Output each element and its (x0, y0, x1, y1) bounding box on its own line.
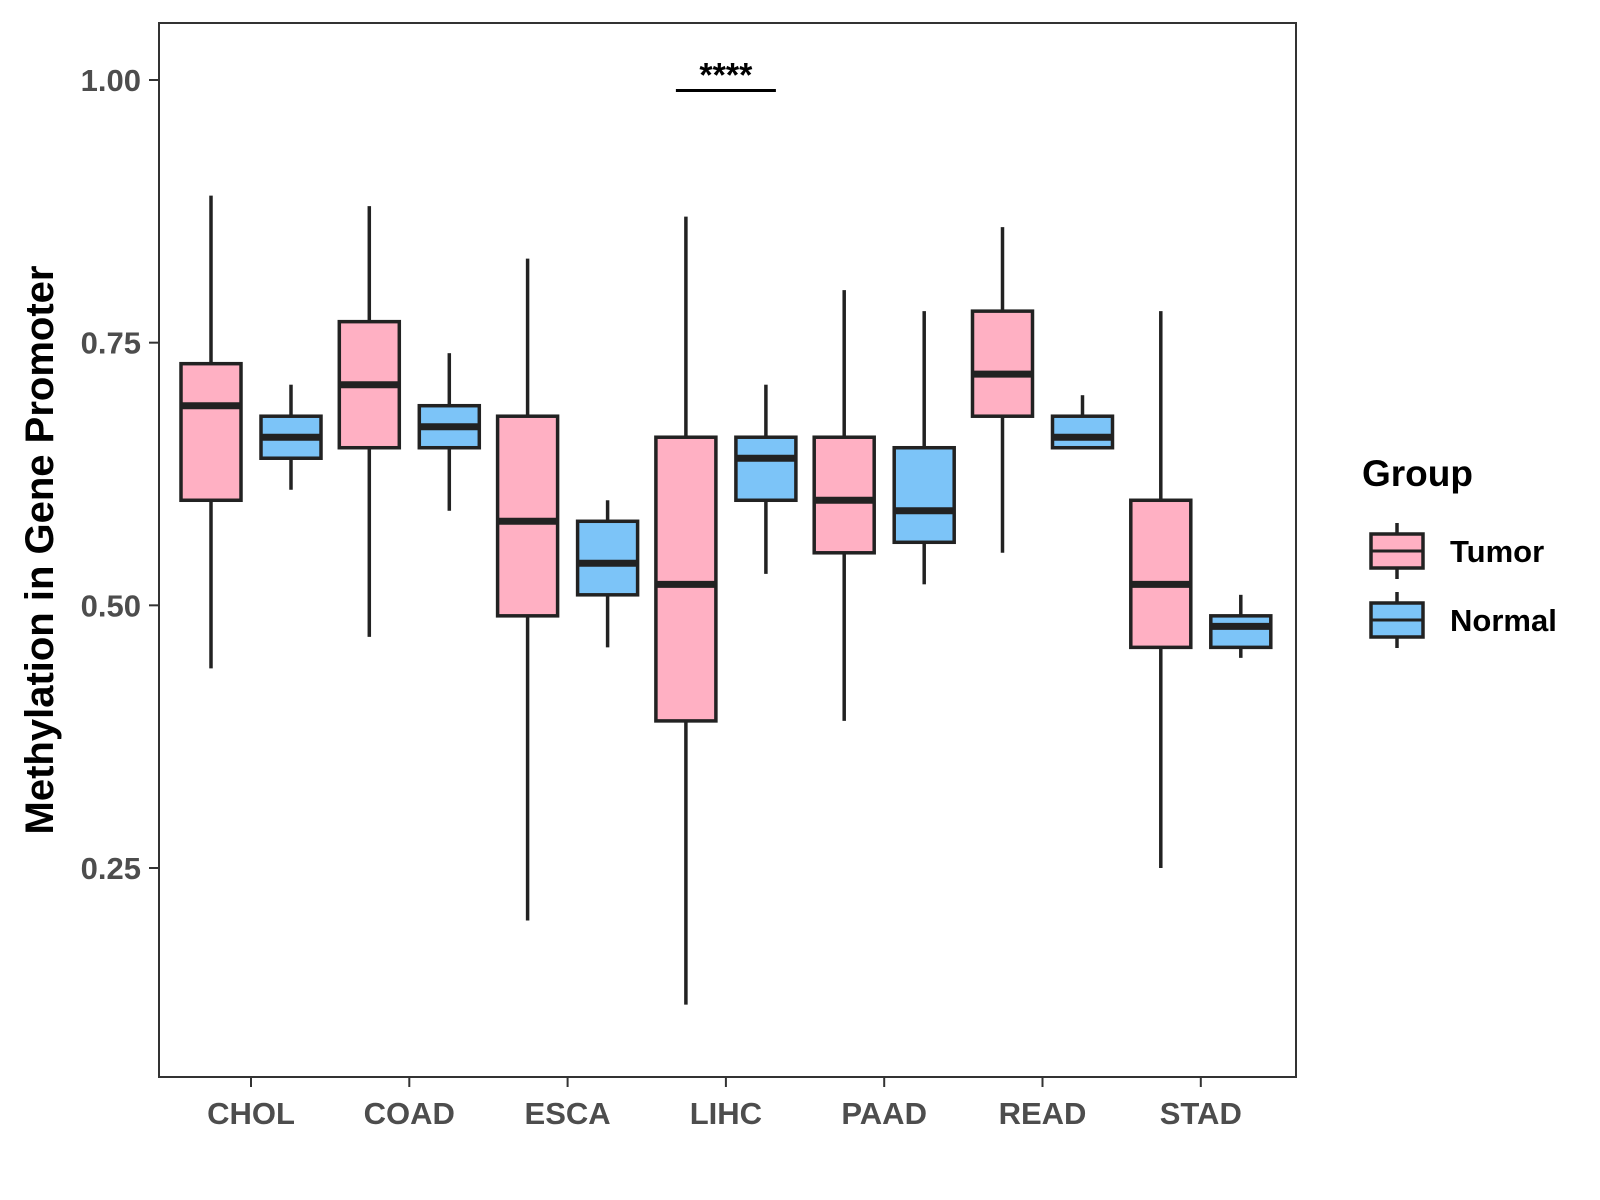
x-tick-label: ESCA (525, 1096, 611, 1131)
y-axis: 0.25 0.50 0.75 1.00 (81, 63, 159, 886)
y-tick-label: 1.00 (81, 63, 141, 98)
box-tumor-esca (495, 258, 560, 921)
box-normal-paad (892, 311, 956, 585)
box-normal-read (1050, 395, 1115, 450)
significance-annotations: **** (675, 57, 776, 95)
box-normal-coad (417, 353, 482, 511)
box-normal-stad (1209, 594, 1273, 658)
box-normal-esca (575, 500, 640, 648)
x-tick-label: PAAD (841, 1096, 927, 1131)
box-body (1129, 498, 1193, 650)
legend-item-normal: Normal (1369, 592, 1557, 648)
y-tick-label: 0.75 (81, 326, 141, 361)
x-tick-label: COAD (364, 1096, 455, 1131)
box-body (812, 435, 876, 555)
plot-panel (158, 22, 1297, 1078)
significance-label: **** (699, 57, 753, 95)
x-tick-label: LIHC (690, 1096, 762, 1131)
box-body (970, 309, 1035, 418)
legend-label: Normal (1450, 603, 1557, 638)
box-body (1209, 614, 1273, 650)
y-axis-title: Methylation in Gene Promoter (18, 266, 62, 835)
legend-label: Tumor (1450, 534, 1544, 569)
box-tumor-paad (812, 290, 876, 721)
box-normal-chol (259, 384, 323, 490)
box-tumor-coad (337, 206, 402, 637)
box-body (179, 361, 243, 503)
box-body (654, 435, 718, 723)
boxes-layer (179, 195, 1273, 1005)
x-tick-label: STAD (1160, 1096, 1242, 1131)
y-tick-label: 0.25 (81, 851, 141, 886)
box-body (734, 435, 798, 503)
y-tick-label: 0.50 (81, 588, 141, 623)
box-tumor-chol (179, 195, 243, 669)
box-tumor-stad (1129, 311, 1193, 868)
x-axis: CHOL COAD ESCA LIHC PAAD READ STAD (207, 1077, 1242, 1131)
box-body (575, 519, 640, 597)
box-body (1050, 414, 1115, 450)
box-tumor-lihc (654, 216, 718, 1005)
legend-title: Group (1362, 453, 1473, 494)
box-body (495, 414, 560, 618)
x-tick-label: CHOL (207, 1096, 295, 1131)
box-tumor-read (970, 227, 1035, 553)
legend: Group Tumor Normal (1362, 453, 1557, 648)
box-body (892, 445, 956, 545)
box-normal-lihc (734, 384, 798, 574)
legend-item-tumor: Tumor (1369, 523, 1544, 579)
x-tick-label: READ (999, 1096, 1087, 1131)
